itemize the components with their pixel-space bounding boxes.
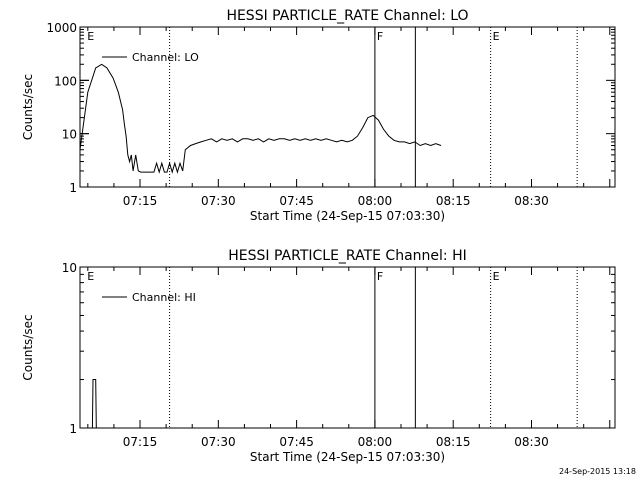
x-tick-label: 08:00 xyxy=(358,194,393,208)
x-axis-label: Start Time (24-Sep-15 07:03:30) xyxy=(250,450,445,464)
event-marker-label: F xyxy=(377,30,383,43)
plot-frame xyxy=(79,266,616,429)
chart-title: HESSI PARTICLE_RATE Channel: HI xyxy=(228,248,466,264)
x-tick-label: 08:00 xyxy=(358,435,393,449)
y-tick-label: 1 xyxy=(69,181,77,195)
footer-timestamp: 24-Sep-2015 13:18 xyxy=(559,467,636,476)
hi-channel-panel: HESSI PARTICLE_RATE Channel: HI 07:15 07:3… xyxy=(21,248,616,464)
x-tick-label: 07:45 xyxy=(279,435,314,449)
series-group xyxy=(80,63,442,174)
y-axis-label: Counts/sec xyxy=(21,74,35,140)
event-marker-label: F xyxy=(377,270,383,283)
y-tick-label: 1000 xyxy=(46,21,77,35)
y-tick-label: 10 xyxy=(62,261,77,275)
y-tick-label: 1 xyxy=(69,422,77,436)
y-axis-label: Counts/sec xyxy=(21,314,35,380)
x-tick-label: 07:15 xyxy=(123,435,158,449)
series-group xyxy=(91,379,97,428)
series-line xyxy=(91,379,97,428)
x-tick-label: 08:15 xyxy=(436,435,471,449)
plot-frame xyxy=(79,26,616,188)
chart-title: HESSI PARTICLE_RATE Channel: LO xyxy=(226,8,468,24)
event-marker-label: E xyxy=(87,30,94,43)
x-tick-label: 08:15 xyxy=(436,194,471,208)
event-marker-label: E xyxy=(87,270,94,283)
x-tick-label: 07:45 xyxy=(279,194,314,208)
x-tick-label: 08:30 xyxy=(514,435,549,449)
x-tick-label: 07:30 xyxy=(201,194,236,208)
event-marker-label: E xyxy=(493,270,500,283)
x-tick-label: 07:15 xyxy=(123,194,158,208)
y-tick-label: 100 xyxy=(54,74,77,88)
y-tick-label: 10 xyxy=(62,128,77,142)
x-tick-label: 07:30 xyxy=(201,435,236,449)
lo-channel-panel: HESSI PARTICLE_RATE Channel: LO 07:15 07:3… xyxy=(21,8,616,223)
x-tick-label: 08:30 xyxy=(514,194,549,208)
x-axis-label: Start Time (24-Sep-15 07:03:30) xyxy=(250,209,445,223)
legend-label: Channel: LO xyxy=(132,51,199,64)
series-line xyxy=(80,63,442,174)
event-marker-label: E xyxy=(493,30,500,43)
legend-label: Channel: HI xyxy=(132,291,196,304)
